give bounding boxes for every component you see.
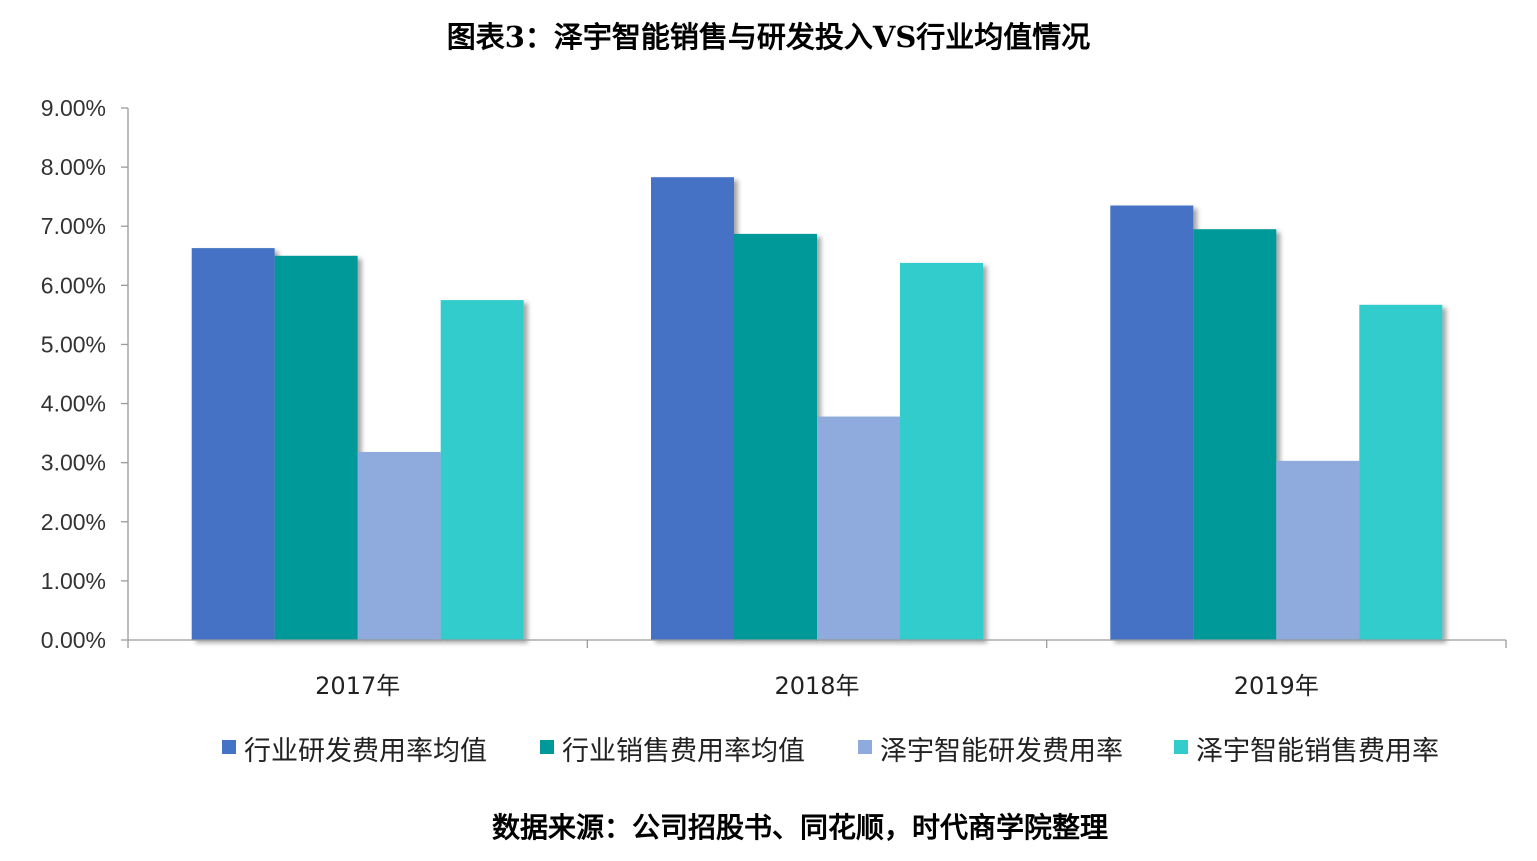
bar-2-3	[1193, 229, 1277, 640]
x-tick-label: 2019年	[1234, 672, 1319, 700]
x-axis: 2017年 2018年 2019年	[127, 639, 1507, 700]
bar-1-3	[1110, 205, 1194, 640]
legend-label: 行业研发费用率均值	[244, 736, 487, 767]
bar-1-1	[191, 248, 275, 640]
y-axis: 0.00% 1.00% 2.00% 3.00% 4.00% 5.00% 6.00% 7.00%…	[41, 95, 129, 653]
bar-4-3	[1359, 304, 1443, 640]
legend: 行业研发费用率均值 行业销售费用率均值 泽宇智能研发费用率 泽宇智能销售费用率	[222, 736, 1439, 767]
y-tick-label: 4.00%	[41, 391, 106, 417]
y-tick-label: 5.00%	[41, 331, 106, 357]
legend-label: 泽宇智能销售费用率	[1196, 736, 1439, 767]
bar-4-2	[900, 262, 983, 640]
legend-swatch	[222, 740, 236, 754]
bar-2-2	[734, 233, 817, 640]
legend-swatch	[858, 740, 872, 754]
y-tick-label: 0.00%	[41, 627, 106, 653]
legend-label: 泽宇智能研发费用率	[880, 736, 1123, 767]
y-tick-label: 8.00%	[41, 154, 106, 180]
y-tick-label: 3.00%	[41, 450, 106, 476]
chart-title: 图表3：泽宇智能销售与研发投入VS行业均值情况	[446, 20, 1091, 54]
x-tick-label: 2017年	[315, 672, 400, 700]
x-tick-label: 2018年	[774, 672, 859, 700]
bar-2-1	[274, 255, 358, 641]
y-tick-label: 9.00%	[41, 95, 106, 121]
bar-3-2	[817, 416, 900, 640]
bars	[191, 177, 1443, 641]
legend-label: 行业销售费用率均值	[562, 736, 805, 767]
chart-source: 数据来源：公司招股书、同花顺，时代商学院整理	[491, 811, 1108, 844]
y-tick-label: 6.00%	[41, 272, 106, 298]
bar-3-1	[357, 452, 441, 640]
legend-swatch	[540, 740, 554, 754]
bar-4-1	[440, 300, 524, 640]
bar-1-2	[651, 177, 734, 640]
y-tick-label: 2.00%	[41, 509, 106, 535]
y-tick-label: 1.00%	[41, 568, 106, 594]
bar-3-3	[1276, 460, 1360, 640]
legend-swatch	[1174, 740, 1188, 754]
y-tick-label: 7.00%	[41, 213, 106, 239]
